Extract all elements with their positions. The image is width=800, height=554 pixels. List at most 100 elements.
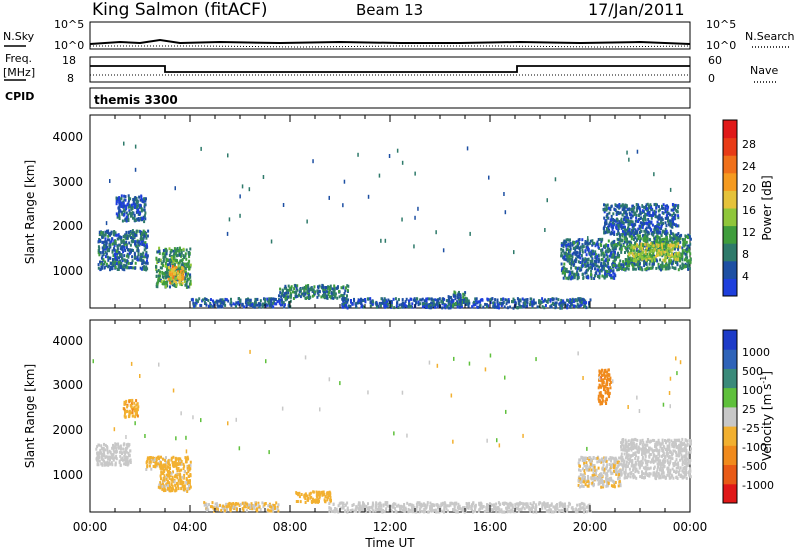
heatmap-cell xyxy=(603,276,606,280)
heatmap-cell xyxy=(175,265,178,269)
heatmap-cell xyxy=(570,277,572,281)
heatmap-cell xyxy=(170,482,173,486)
heatmap-cell xyxy=(668,253,671,256)
heatmap-cell xyxy=(182,486,185,490)
heatmap-cell xyxy=(637,235,640,239)
heatmap-cell xyxy=(613,233,616,236)
heatmap-cell xyxy=(299,295,302,299)
heatmap-cell xyxy=(634,241,637,245)
heatmap-cell xyxy=(572,300,575,304)
heatmap-cell xyxy=(346,288,349,292)
heatmap-cell xyxy=(632,227,635,230)
heatmap-cell xyxy=(625,248,628,252)
heatmap-cell xyxy=(141,237,144,241)
heatmap-cell xyxy=(585,275,588,279)
heatmap-cell xyxy=(263,303,265,307)
heatmap-cell xyxy=(182,488,185,492)
heatmap-cell xyxy=(227,299,230,303)
heatmap-cell xyxy=(640,225,643,229)
heatmap-cell xyxy=(419,302,422,306)
heatmap-cell xyxy=(129,449,132,453)
heatmap-cell xyxy=(319,492,321,496)
heatmap-cell xyxy=(290,287,293,291)
heatmap-cell xyxy=(166,258,169,262)
heatmap-cell xyxy=(445,299,448,303)
heatmap-cell xyxy=(454,302,457,305)
heatmap-cell xyxy=(662,250,665,254)
heatmap-cell xyxy=(569,241,572,245)
heatmap-cell xyxy=(185,285,188,289)
heatmap-cell xyxy=(128,454,131,458)
heatmap-cell xyxy=(263,502,266,506)
heatmap-cell xyxy=(238,297,240,301)
sky-tick-bottom-right: 10^0 xyxy=(706,39,736,52)
heatmap-cell xyxy=(567,276,569,280)
heatmap-cell xyxy=(554,506,556,510)
heatmap-cell xyxy=(689,237,692,241)
heatmap-cell xyxy=(568,300,571,304)
heatmap-cell xyxy=(634,223,637,227)
heatmap-cell xyxy=(512,306,515,310)
heatmap-cell xyxy=(334,507,337,510)
heatmap-cell xyxy=(277,503,280,507)
heatmap-cell xyxy=(137,258,140,262)
heatmap-cell xyxy=(113,244,116,248)
heatmap-cell xyxy=(627,230,630,234)
heatmap-cell xyxy=(127,442,130,446)
power-heatmap-cells xyxy=(97,141,692,310)
heatmap-cell xyxy=(167,268,170,272)
heatmap-cell xyxy=(587,264,589,268)
heatmap-cell xyxy=(606,274,608,278)
heatmap-cell xyxy=(657,253,660,257)
heatmap-cell xyxy=(378,173,381,178)
heatmap-cell xyxy=(272,509,275,513)
heatmap-cell xyxy=(538,301,541,305)
heatmap-cell xyxy=(249,298,252,302)
heatmap-cell xyxy=(437,303,440,307)
heatmap-cell xyxy=(672,259,675,263)
heatmap-cell xyxy=(146,465,149,469)
heatmap-cell xyxy=(119,254,122,258)
heatmap-cell xyxy=(344,302,347,305)
heatmap-cell xyxy=(672,243,675,247)
heatmap-cell xyxy=(104,456,107,459)
heatmap-cell xyxy=(264,502,267,505)
heatmap-cell xyxy=(167,470,169,474)
heatmap-cell xyxy=(657,222,660,226)
heatmap-cell xyxy=(513,250,515,255)
heatmap-cell xyxy=(647,243,650,247)
heatmap-cell xyxy=(589,239,592,243)
heatmap-cell xyxy=(648,214,651,217)
heatmap-cell xyxy=(573,262,576,266)
heatmap-cell xyxy=(102,250,104,254)
heatmap-cell xyxy=(677,216,680,220)
heatmap-cell xyxy=(114,461,117,465)
heatmap-cell xyxy=(107,264,110,268)
heatmap-cell xyxy=(177,249,180,253)
heatmap-cell xyxy=(118,196,121,200)
heatmap-cell xyxy=(230,297,232,301)
heatmap-cell xyxy=(641,211,644,214)
heatmap-cell xyxy=(493,305,496,309)
heatmap-cell xyxy=(386,302,389,306)
heatmap-cell xyxy=(115,252,118,256)
heatmap-cell xyxy=(469,231,471,236)
heatmap-cell xyxy=(158,249,161,253)
heatmap-cell xyxy=(680,253,683,257)
heatmap-cell xyxy=(145,244,148,248)
heatmap-cell xyxy=(622,226,624,229)
heatmap-cell xyxy=(670,223,673,226)
heatmap-cell xyxy=(162,482,164,486)
heatmap-cell xyxy=(384,303,387,307)
heatmap-cell xyxy=(307,497,310,500)
heatmap-cell xyxy=(183,280,186,283)
heatmap-cell xyxy=(165,259,168,263)
heatmap-cell xyxy=(625,247,628,251)
heatmap-cell xyxy=(136,408,139,412)
heatmap-cell xyxy=(170,248,173,252)
heatmap-cell xyxy=(550,510,553,514)
heatmap-cell xyxy=(585,245,588,249)
heatmap-cell xyxy=(630,220,633,224)
heatmap-cell xyxy=(96,445,99,449)
heatmap-cell xyxy=(124,463,127,466)
